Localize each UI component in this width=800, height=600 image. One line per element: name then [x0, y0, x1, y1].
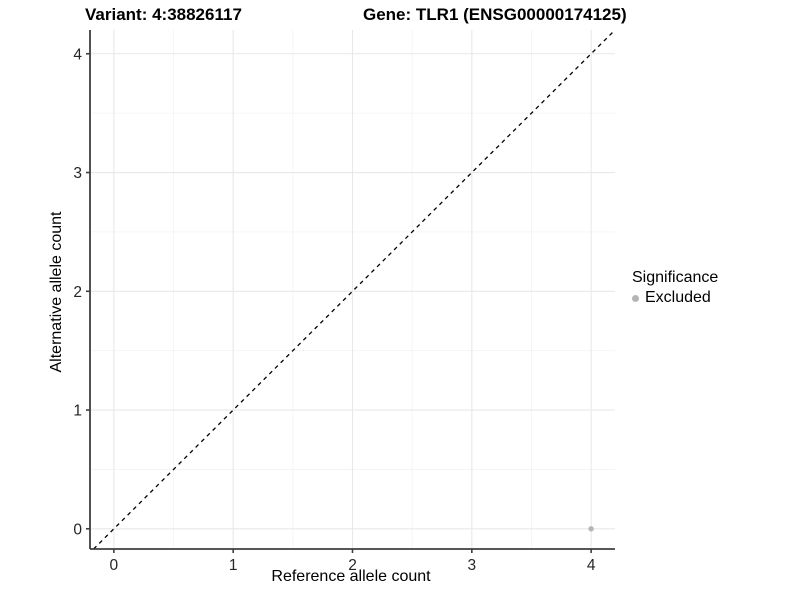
identity-reference-line [93, 29, 616, 550]
gene-title: Gene: TLR1 (ENSG00000174125) [363, 5, 627, 24]
excluded-point-swatch-icon [632, 294, 639, 302]
y-tick-label: 4 [73, 46, 82, 63]
x-tick-label: 2 [348, 557, 357, 574]
legend-item-label: Excluded [645, 289, 711, 306]
y-axis-label: Alternative allele count [48, 211, 65, 373]
legend-item-excluded: Excluded [632, 289, 718, 307]
data-point-excluded [588, 526, 594, 532]
y-tick-label: 2 [73, 284, 82, 301]
x-tick-label: 0 [110, 557, 119, 574]
y-tick-label: 0 [73, 521, 82, 538]
x-axis-label: Reference allele count [271, 568, 431, 585]
y-tick-label: 3 [73, 165, 82, 182]
x-tick-label: 4 [587, 557, 596, 574]
x-tick-label: 1 [229, 557, 238, 574]
legend-title: Significance [632, 269, 719, 286]
x-tick-label: 3 [468, 557, 477, 574]
legend: Significance Excluded [632, 269, 718, 307]
variant-title: Variant: 4:38826117 [85, 5, 242, 24]
y-tick-label: 1 [73, 403, 82, 420]
